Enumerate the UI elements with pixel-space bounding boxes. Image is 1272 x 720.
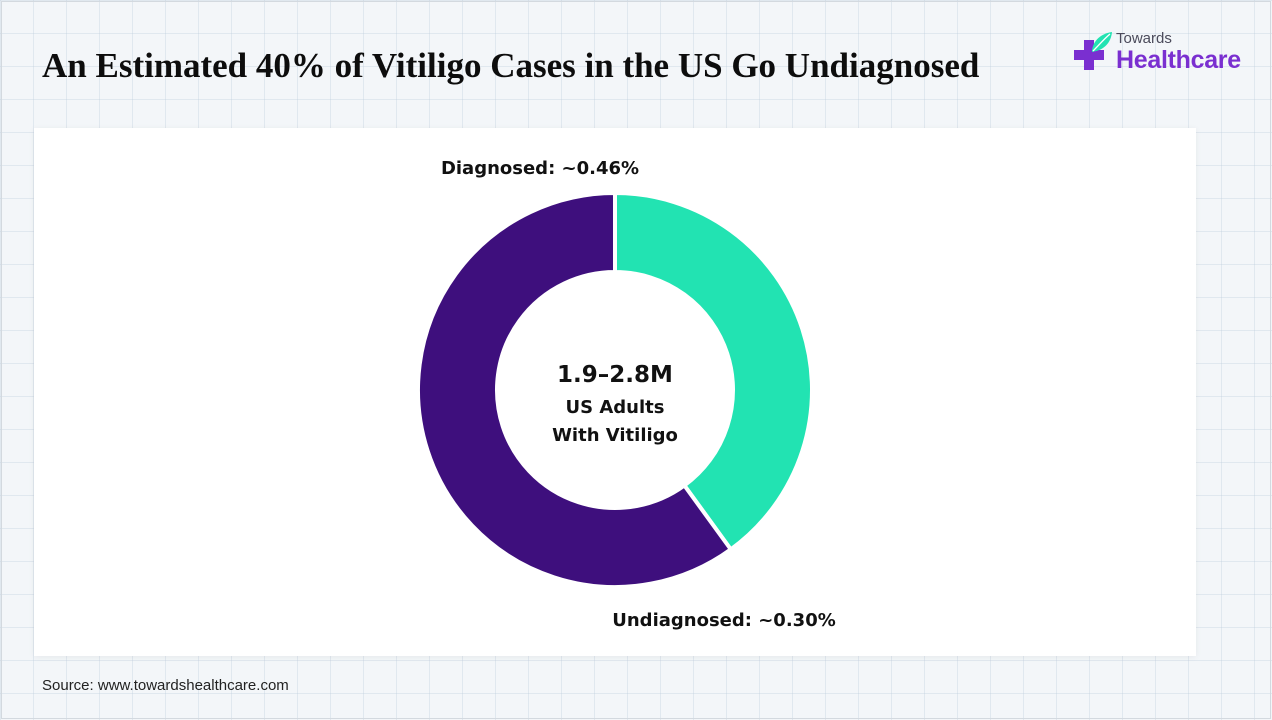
center-value: 1.9–2.8M [557, 362, 673, 388]
page-title: An Estimated 40% of Vitiligo Cases in th… [42, 46, 980, 85]
center-line-2: With Vitiligo [552, 425, 678, 446]
slice-label-undiagnosed: Undiagnosed: ~0.30% [612, 610, 836, 631]
donut-slice-diagnosed [613, 190, 814, 553]
brand-logo: Towards Healthcare [1072, 30, 1252, 82]
source-note: Source: www.towardshealthcare.com [42, 677, 289, 694]
chart-card: Diagnosed: ~0.46% Undiagnosed: ~0.30% 1.… [34, 128, 1196, 656]
center-line-1: US Adults [566, 397, 665, 418]
slice-label-diagnosed: Diagnosed: ~0.46% [441, 158, 639, 179]
donut-slice-undiagnosed [416, 190, 734, 589]
logo-main-text: Healthcare [1116, 46, 1241, 74]
medical-cross-leaf-icon [1074, 32, 1112, 70]
logo-top-text: Towards [1116, 30, 1172, 47]
donut-chart: Diagnosed: ~0.46% Undiagnosed: ~0.30% 1.… [416, 158, 836, 631]
